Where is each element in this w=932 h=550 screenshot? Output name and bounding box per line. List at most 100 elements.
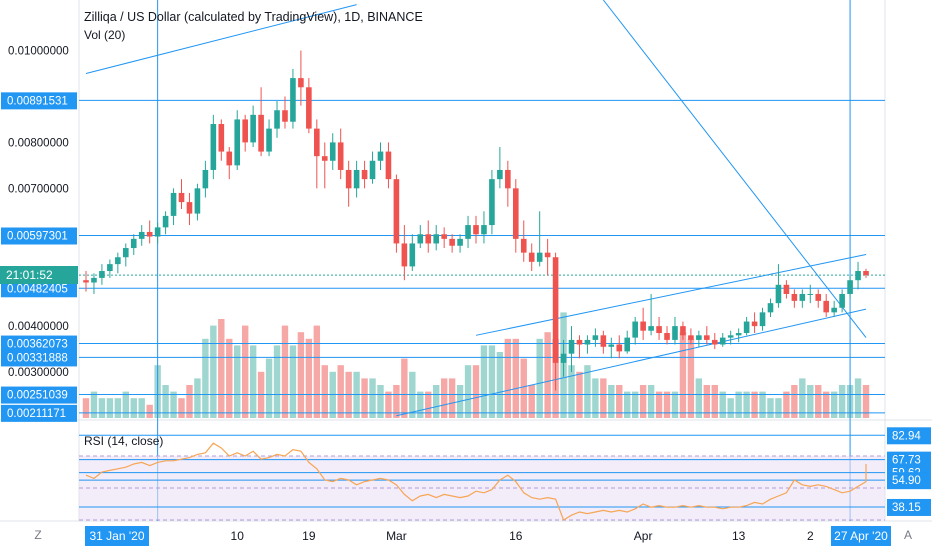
candle-body <box>337 142 344 170</box>
candle-body <box>600 335 607 347</box>
volume-bar <box>337 365 344 418</box>
candle-body <box>656 326 662 334</box>
candle <box>449 234 455 253</box>
price-badge: 0.00211171 <box>1 404 77 422</box>
volume-bar <box>369 378 376 418</box>
candle-body <box>711 339 718 345</box>
candle-body <box>831 307 837 313</box>
candle-body <box>298 78 304 88</box>
volume-bar <box>799 378 806 418</box>
candle <box>385 142 392 189</box>
candle-body <box>544 252 551 258</box>
candle-body <box>664 333 670 340</box>
time-tick-label: 19 <box>302 529 316 543</box>
candle <box>704 326 710 345</box>
candle <box>202 160 209 198</box>
volume-bar <box>472 365 480 418</box>
candle-body <box>791 293 798 301</box>
candle <box>266 119 272 157</box>
candle-body <box>99 271 105 278</box>
candle <box>767 298 774 317</box>
volume-bar <box>90 391 98 418</box>
price-badge-box <box>1 280 77 298</box>
candle <box>361 160 368 189</box>
candle-body <box>855 271 861 281</box>
candle <box>337 128 344 180</box>
candle-body <box>321 156 328 161</box>
candle <box>600 330 607 354</box>
auto-scale-icon[interactable]: A <box>904 528 912 542</box>
candle <box>696 330 702 347</box>
candle <box>528 243 535 272</box>
candle-body <box>226 151 233 166</box>
price-badge: 0.00891531 <box>1 92 77 110</box>
volume-bar <box>671 391 679 418</box>
candle-body <box>839 293 845 308</box>
zoom-icon-glyph[interactable]: Z <box>34 528 41 542</box>
candle-body <box>847 280 853 294</box>
volume-bar <box>727 398 734 418</box>
candle-body <box>536 252 543 262</box>
candle <box>688 328 694 345</box>
rsi-badge-box <box>887 451 931 469</box>
volume-bar <box>639 385 647 418</box>
auto-scale-icon-glyph[interactable]: A <box>904 528 912 542</box>
candle <box>568 326 575 373</box>
volume-bar <box>751 391 758 418</box>
candle-body <box>592 335 599 340</box>
volume-bar <box>520 358 527 418</box>
candle <box>91 273 97 294</box>
candle <box>107 259 113 278</box>
candle-body <box>425 234 432 244</box>
candles[interactable] <box>83 50 869 391</box>
candle <box>727 330 734 345</box>
candle-body <box>719 337 726 345</box>
candle-body <box>194 188 201 214</box>
candle-body <box>552 257 559 363</box>
volume-bar <box>170 391 177 418</box>
price-axis[interactable]: 0.01000000 0.00800000 0.00700000 0.00400000… <box>1 46 77 422</box>
chart-title: Zilliqa / US Dollar (calculated by Tradi… <box>84 10 423 24</box>
candle-body <box>783 284 790 294</box>
candle <box>473 215 479 244</box>
candle-body <box>751 321 758 327</box>
candle-body <box>210 124 217 170</box>
rsi-badge-box <box>887 427 931 445</box>
candle <box>592 328 599 347</box>
candle-body <box>130 238 137 249</box>
candle-body <box>369 160 376 180</box>
price-badge: 0.00482405 <box>1 280 77 298</box>
volume-bar <box>249 345 257 418</box>
volume-bar <box>600 378 607 418</box>
countdown-badge: 21:01:52 <box>0 266 78 284</box>
candle-body <box>520 238 527 253</box>
volume-bar <box>417 391 424 418</box>
candle <box>242 114 248 152</box>
candle-body <box>146 231 153 237</box>
price-badge-box <box>1 92 77 110</box>
price-badge-text: 0.00211171 <box>7 408 66 420</box>
time-axis[interactable]: 10 19 Mar 16 Apr 13 2 <box>231 529 814 543</box>
candle-body <box>266 128 272 152</box>
volume-bar <box>313 325 321 418</box>
candle-body <box>640 321 646 331</box>
candle-body <box>258 114 264 152</box>
candle <box>170 188 177 226</box>
candle <box>783 280 790 299</box>
candle <box>544 238 551 276</box>
volume-bar <box>807 385 814 418</box>
candle <box>505 160 511 207</box>
volume-bar <box>425 391 432 418</box>
candle <box>401 225 408 281</box>
candle <box>624 330 631 354</box>
candle-body <box>863 271 869 276</box>
candle <box>146 220 153 244</box>
vertical-markers <box>157 0 851 521</box>
candle-body <box>274 110 280 129</box>
candle <box>672 316 678 345</box>
candle-body <box>632 321 638 338</box>
candle-body <box>528 252 535 262</box>
zoom-icon[interactable]: Z <box>34 528 41 542</box>
